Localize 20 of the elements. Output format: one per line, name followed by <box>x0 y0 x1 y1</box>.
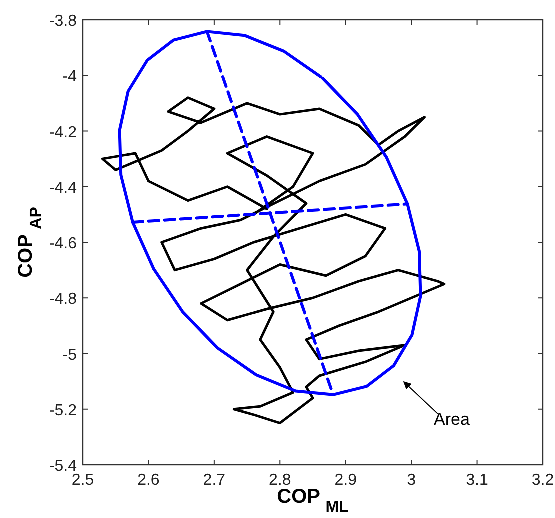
y-tick-label: -5 <box>62 346 78 364</box>
y-tick-label: -4.2 <box>49 124 78 142</box>
y-tick-label: -4 <box>62 68 78 86</box>
y-tick-label: -4.6 <box>49 236 78 252</box>
y-tick-label: -4.8 <box>49 291 78 308</box>
x-axis-title: COP $_{ML}$ <box>277 486 350 516</box>
y-tick-label: -5.2 <box>49 402 78 420</box>
x-tick-label: 2.7 <box>203 472 226 489</box>
x-tick-label: 3.2 <box>532 472 554 489</box>
y-tick-label: -3.8 <box>49 13 78 30</box>
x-tick-label: 2.6 <box>138 472 160 489</box>
x-tick-label: 2.8 <box>269 472 292 489</box>
x-tick-label: 3 <box>407 472 416 489</box>
y-tick-label: -5.4 <box>49 458 78 475</box>
annotation: Area <box>434 410 470 429</box>
x-tick-label: 2.5 <box>72 472 94 489</box>
x-tick-label: 3.1 <box>466 472 489 489</box>
y-tick-label: -4.4 <box>49 180 78 197</box>
line-series <box>118 30 422 396</box>
x-tick-label: 2.9 <box>334 472 358 489</box>
